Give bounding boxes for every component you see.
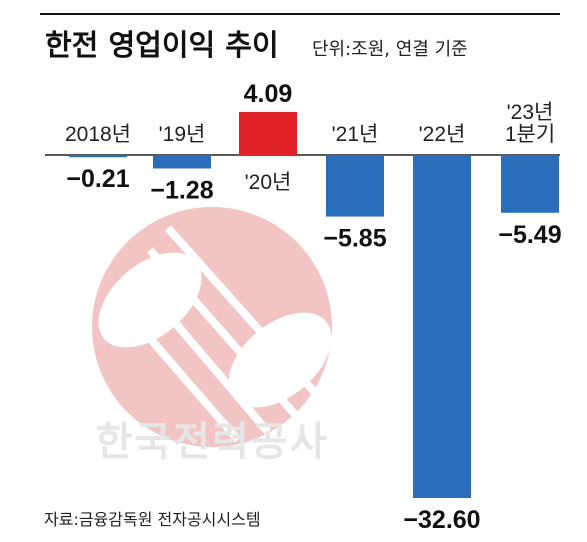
bar-0 (69, 155, 127, 158)
bars-group (69, 111, 559, 498)
chart-title: 한전 영업이익 추이 (45, 28, 279, 62)
category-label-2: '20년 (245, 171, 292, 194)
category-label-4: '22년 (419, 123, 466, 146)
value-labels-group: −0.21 −1.28 4.09 −5.85 −32.60 −5.49 (66, 80, 561, 534)
bar-2 (239, 111, 297, 155)
value-label-2: 4.09 (244, 80, 293, 108)
watermark-text: 한국전력공사 (96, 419, 329, 465)
category-label-0: 2018년 (65, 123, 131, 146)
value-label-1: −1.28 (150, 176, 213, 204)
bar-5 (501, 155, 559, 213)
unit-note: 단위:조원, 연결 기준 (312, 39, 468, 60)
bar-3 (326, 155, 384, 217)
category-label-1: '19년 (159, 123, 206, 146)
source-note: 자료:금융감독원 전자공시시스템 (44, 510, 261, 529)
value-label-5: −5.49 (498, 221, 561, 249)
bar-1 (153, 155, 211, 169)
category-label-3: '21년 (332, 123, 379, 146)
value-label-0: −0.21 (66, 165, 129, 193)
bar-4 (413, 155, 471, 498)
category-label-5-line0: '23년 (507, 101, 554, 124)
category-label-5-line1: 1분기 (505, 123, 555, 146)
kepco-watermark-logo (92, 207, 332, 447)
value-label-3: −5.85 (323, 225, 386, 253)
value-label-4: −32.60 (403, 506, 480, 534)
